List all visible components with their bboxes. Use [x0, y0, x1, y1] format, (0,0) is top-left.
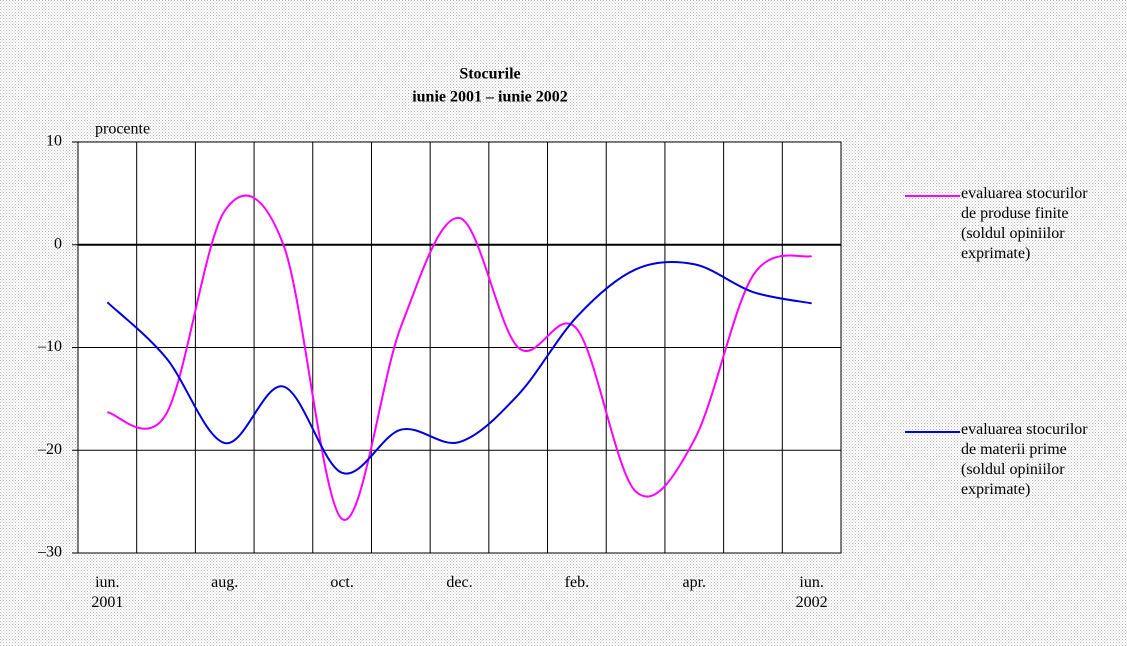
series-line	[107, 194, 812, 521]
y-tick-label: –30	[37, 544, 62, 561]
x-tick-label: apr.	[682, 574, 707, 591]
x-tick-label-box: aug.	[211, 574, 239, 591]
series-line	[106, 260, 812, 475]
chart-subtitle: iunie 2001 – iunie 2002	[412, 89, 568, 106]
legend-label-box: evaluarea stocurilor de materii prime (s…	[961, 421, 1088, 498]
x-tick-label-box: iun. 2001	[91, 574, 124, 611]
legend-label: evaluarea stocurilor de produse finite (…	[961, 185, 1088, 262]
x-tick-label: dec.	[446, 574, 473, 591]
y-tick-label: –10	[37, 338, 62, 355]
y-axis-label: procente	[95, 121, 150, 138]
x-tick-label: iun. 2002	[795, 574, 828, 611]
chart-title: Stocurile	[459, 66, 520, 83]
x-tick-label: feb.	[564, 574, 590, 591]
x-tick-label: aug.	[211, 574, 239, 591]
x-tick-label-box: apr.	[682, 574, 707, 591]
legend-label-box: evaluarea stocurilor de produse finite (…	[961, 185, 1088, 262]
x-tick-label-box: oct.	[330, 574, 354, 591]
y-tick-label: 0	[54, 235, 62, 252]
x-tick-label-box: dec.	[446, 574, 473, 591]
plot-frame	[77, 141, 842, 554]
x-tick-label: oct.	[330, 574, 354, 591]
x-tick-label-box: iun. 2002	[795, 574, 828, 611]
y-tick-label: 10	[46, 133, 62, 150]
x-tick-label: iun. 2001	[91, 574, 124, 611]
y-tick-label: –20	[37, 441, 62, 458]
legend-label: evaluarea stocurilor de materii prime (s…	[961, 421, 1088, 498]
x-tick-label-box: feb.	[564, 574, 590, 591]
